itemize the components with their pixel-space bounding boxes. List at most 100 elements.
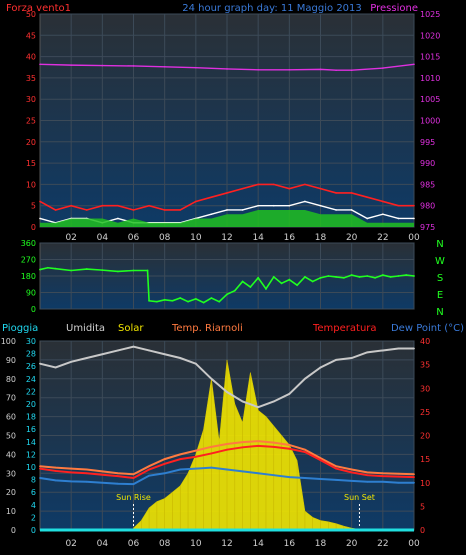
data-point — [70, 471, 73, 474]
x-tick-label-bottom: 14 — [252, 539, 264, 549]
wind-y-tick: 40 — [26, 53, 36, 62]
rain-solar-y-tick: 16 — [26, 425, 36, 434]
data-point — [272, 400, 275, 403]
data-point — [54, 267, 57, 270]
data-point — [413, 217, 415, 220]
data-point — [366, 196, 369, 198]
data-point — [101, 473, 104, 476]
data-point — [85, 268, 88, 270]
data-point — [132, 269, 135, 272]
data-point — [117, 217, 119, 220]
data-point — [39, 477, 41, 479]
data-point — [54, 366, 57, 369]
x-tick-label-top: 06 — [128, 233, 140, 243]
data-point — [117, 204, 119, 207]
data-point — [85, 357, 88, 359]
compass-n-bottom: N — [436, 307, 443, 318]
data-point — [163, 353, 166, 356]
data-point — [132, 345, 135, 348]
data-point — [101, 269, 104, 272]
data-point — [413, 476, 415, 478]
temp-y-tick: 20 — [420, 432, 430, 441]
data-point — [54, 479, 57, 482]
data-point — [210, 466, 213, 469]
data-point — [381, 472, 384, 475]
data-point — [148, 474, 150, 477]
data-point — [163, 472, 166, 475]
humidity-y-tick: 10 — [6, 507, 16, 516]
temp-y-tick: 10 — [420, 479, 430, 488]
x-tick-label-bottom: 10 — [190, 539, 202, 549]
data-point — [366, 275, 369, 277]
direction-y-tick: 270 — [21, 256, 36, 265]
rain-solar-y-tick: 28 — [26, 350, 36, 359]
humidity-y-tick: 70 — [6, 394, 16, 403]
data-point — [257, 183, 259, 186]
data-point — [257, 406, 260, 409]
data-point — [202, 301, 205, 304]
wind-y-tick: 10 — [26, 180, 36, 189]
data-point — [210, 213, 213, 216]
data-point — [155, 300, 158, 303]
data-point — [397, 481, 400, 484]
data-point — [179, 468, 182, 471]
data-point — [117, 472, 119, 475]
data-point — [132, 483, 135, 486]
data-point — [382, 213, 384, 216]
wind-y-tick: 35 — [26, 74, 36, 83]
data-point — [70, 204, 72, 207]
x-tick-label-bottom: 02 — [65, 539, 76, 549]
data-point — [335, 69, 337, 72]
pressure-y-tick: 980 — [420, 202, 435, 211]
series-line-pressione — [39, 63, 415, 71]
data-point — [319, 459, 322, 461]
data-point — [210, 297, 213, 299]
data-point — [210, 196, 213, 198]
data-point — [194, 449, 197, 452]
data-point — [163, 462, 166, 465]
data-point — [146, 269, 149, 272]
data-point — [148, 204, 150, 207]
data-point — [148, 465, 150, 468]
data-point — [397, 217, 400, 220]
data-point — [304, 276, 306, 278]
x-tick-label-top: 16 — [284, 233, 296, 243]
data-point — [132, 65, 135, 67]
humidity-y-tick: 90 — [6, 356, 16, 365]
x-tick-label-top: 22 — [377, 233, 388, 243]
data-point — [413, 473, 415, 476]
data-point — [39, 217, 41, 220]
humidity-y-tick: 50 — [6, 432, 16, 441]
data-point — [335, 276, 337, 278]
data-point — [101, 470, 104, 473]
data-point — [194, 467, 197, 470]
data-point — [70, 269, 73, 272]
data-point — [304, 451, 306, 453]
compass-e: E — [437, 290, 443, 301]
data-point — [304, 377, 306, 380]
data-point — [226, 443, 228, 445]
humidity-y-tick: 30 — [6, 469, 16, 478]
data-point — [163, 458, 166, 461]
direction-y-tick: 90 — [26, 289, 36, 298]
rain-solar-y-tick: 6 — [31, 488, 36, 497]
data-point — [288, 187, 291, 190]
data-point — [85, 480, 88, 483]
data-point — [288, 444, 291, 446]
rain-solar-y-tick: 22 — [26, 387, 36, 396]
x-tick-label-top: 14 — [252, 233, 264, 243]
data-point — [350, 69, 353, 72]
data-point — [350, 479, 353, 482]
data-point — [381, 480, 384, 483]
data-point — [350, 357, 353, 359]
data-point — [226, 293, 228, 296]
data-point — [241, 280, 244, 283]
data-point — [272, 204, 275, 207]
x-tick-label-bottom: 18 — [315, 539, 327, 549]
data-point — [397, 475, 400, 478]
data-point — [272, 276, 275, 278]
data-point — [39, 465, 41, 468]
data-point — [117, 482, 119, 485]
data-point — [195, 66, 197, 69]
